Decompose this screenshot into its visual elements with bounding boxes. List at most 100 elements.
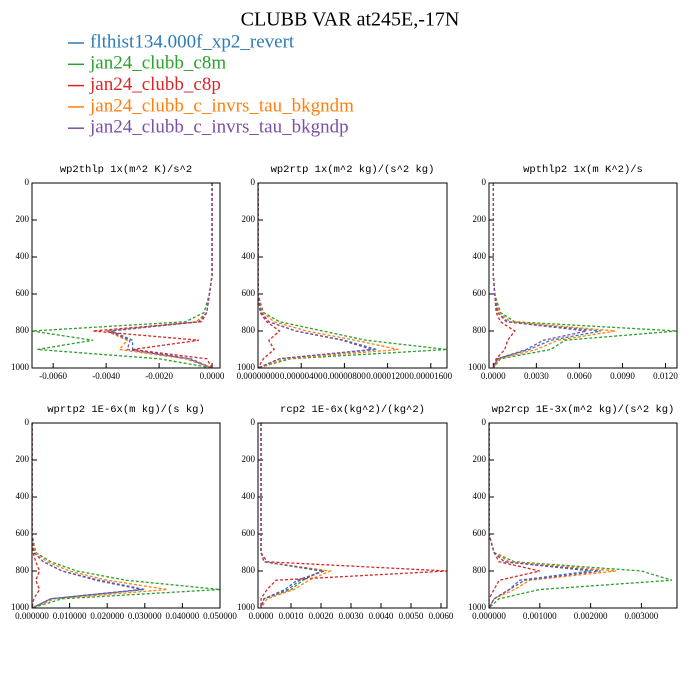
y-tick-label: 800: [242, 565, 256, 575]
legend-label: jan24_clubb_c8p: [89, 74, 221, 95]
y-tick-label: 600: [16, 288, 30, 298]
y-tick-label: 200: [16, 214, 30, 224]
profile-line: [489, 423, 617, 608]
x-tick-label: 0.00000800: [323, 371, 366, 381]
plot-frame: [31, 182, 221, 369]
x-tick-label: 0.0060: [567, 371, 592, 381]
y-tick-label: 1000: [237, 362, 256, 372]
profile-line: [32, 183, 213, 368]
y-tick-label: 1000: [468, 362, 487, 372]
y-tick-label: 0: [251, 417, 256, 427]
y-tick-label: 0: [251, 177, 256, 187]
x-tick-label: 0.0030: [339, 611, 364, 621]
x-tick-label: 0.0050: [399, 611, 424, 621]
x-tick-label: -0.0060: [39, 371, 67, 381]
panel-title: wp2rtp 1x(m^2 kg)/(s^2 kg): [271, 164, 435, 176]
y-tick-label: 400: [242, 491, 256, 501]
y-tick-label: 400: [473, 491, 487, 501]
profile-line: [489, 423, 591, 608]
x-tick-label: 0.001000: [523, 611, 557, 621]
y-tick-label: 400: [16, 491, 30, 501]
x-tick-label: 0.00000400: [280, 371, 323, 381]
x-tick-label: 0.0040: [369, 611, 394, 621]
y-tick-label: 600: [473, 288, 487, 298]
x-tick-label: -0.0040: [92, 371, 120, 381]
y-tick-label: 600: [242, 528, 256, 538]
x-tick-label: -0.0020: [145, 371, 173, 381]
profile-line: [260, 423, 333, 608]
x-tick-label: 0.020000: [90, 611, 124, 621]
x-tick-label: 0.000000: [472, 611, 506, 621]
y-tick-label: 200: [473, 454, 487, 464]
x-tick-label: 0.040000: [166, 611, 200, 621]
x-tick-label: 0.0000: [481, 371, 506, 381]
profile-line: [258, 183, 372, 368]
panel-title: wprtp2 1E-6x(m kg)/(s kg): [47, 404, 205, 416]
profile-line: [92, 183, 213, 368]
x-tick-label: 0.0000: [249, 611, 274, 621]
y-tick-label: 0: [482, 177, 487, 187]
figure-title: CLUBB VAR at245E,-17N: [241, 9, 460, 31]
plot-frame: [31, 422, 221, 609]
legend-label: flthist134.000f_xp2_revert: [90, 31, 295, 52]
legend-label: jan24_clubb_c8m: [89, 53, 226, 74]
x-tick-label: 0.0090: [610, 371, 635, 381]
profile-line: [260, 423, 327, 608]
plot-frame: [488, 422, 678, 609]
y-tick-label: 200: [16, 454, 30, 464]
y-tick-label: 800: [16, 325, 30, 335]
y-tick-label: 1000: [11, 362, 30, 372]
y-tick-label: 600: [473, 528, 487, 538]
profile-line: [106, 183, 213, 368]
profile-line: [258, 183, 399, 368]
profile-line: [492, 183, 516, 368]
plot-frame: [257, 422, 448, 609]
x-tick-label: 0.010000: [53, 611, 87, 621]
y-tick-label: 0: [25, 177, 30, 187]
x-tick-label: 0.0120: [653, 371, 678, 381]
profile-line: [260, 423, 325, 608]
profile-line: [492, 183, 602, 368]
x-tick-label: 0.0030: [524, 371, 549, 381]
profile-line: [32, 423, 220, 608]
panel-title: wp2rcp 1E-3x(m^2 kg)/(s^2 kg): [492, 404, 675, 416]
panel-title: wpthlp2 1x(m K^2)/s: [523, 164, 643, 176]
panel-title: wp2thlp 1x(m^2 K)/s^2: [60, 164, 192, 176]
profile-line: [32, 423, 142, 608]
profile-line: [489, 423, 601, 608]
y-tick-label: 400: [473, 251, 487, 261]
y-tick-label: 200: [473, 214, 487, 224]
plot-frame: [257, 182, 448, 369]
profile-line: [489, 423, 540, 608]
x-tick-label: 0.002000: [574, 611, 608, 621]
profile-line: [492, 183, 587, 368]
plot-frame: [488, 182, 678, 369]
y-tick-label: 200: [242, 214, 256, 224]
profile-line: [492, 183, 616, 368]
profile-line: [32, 423, 41, 608]
y-tick-label: 200: [242, 454, 256, 464]
x-tick-label: 0.0010: [279, 611, 304, 621]
y-tick-label: 800: [16, 565, 30, 575]
legend-label: jan24_clubb_c_invrs_tau_bkgndp: [89, 117, 349, 138]
profile-line: [492, 183, 677, 368]
y-tick-label: 800: [242, 325, 256, 335]
y-tick-label: 400: [16, 251, 30, 261]
y-tick-label: 400: [242, 251, 256, 261]
x-tick-label: 0.003000: [625, 611, 659, 621]
y-tick-label: 1000: [468, 602, 487, 612]
x-tick-label: 0.00000000: [237, 371, 280, 381]
profile-line: [258, 183, 281, 368]
y-tick-label: 800: [473, 325, 487, 335]
x-tick-label: 0.0020: [309, 611, 334, 621]
legend-label: jan24_clubb_c_invrs_tau_bkgndm: [89, 95, 354, 116]
y-tick-label: 600: [242, 288, 256, 298]
profile-line: [489, 423, 673, 608]
x-tick-label: 0.00001200: [366, 371, 409, 381]
x-tick-label: 0.0000: [200, 371, 225, 381]
x-tick-label: 0.030000: [128, 611, 162, 621]
y-tick-label: 800: [473, 565, 487, 575]
x-tick-label: 0.00001600: [409, 371, 452, 381]
x-tick-label: 0.0060: [429, 611, 454, 621]
